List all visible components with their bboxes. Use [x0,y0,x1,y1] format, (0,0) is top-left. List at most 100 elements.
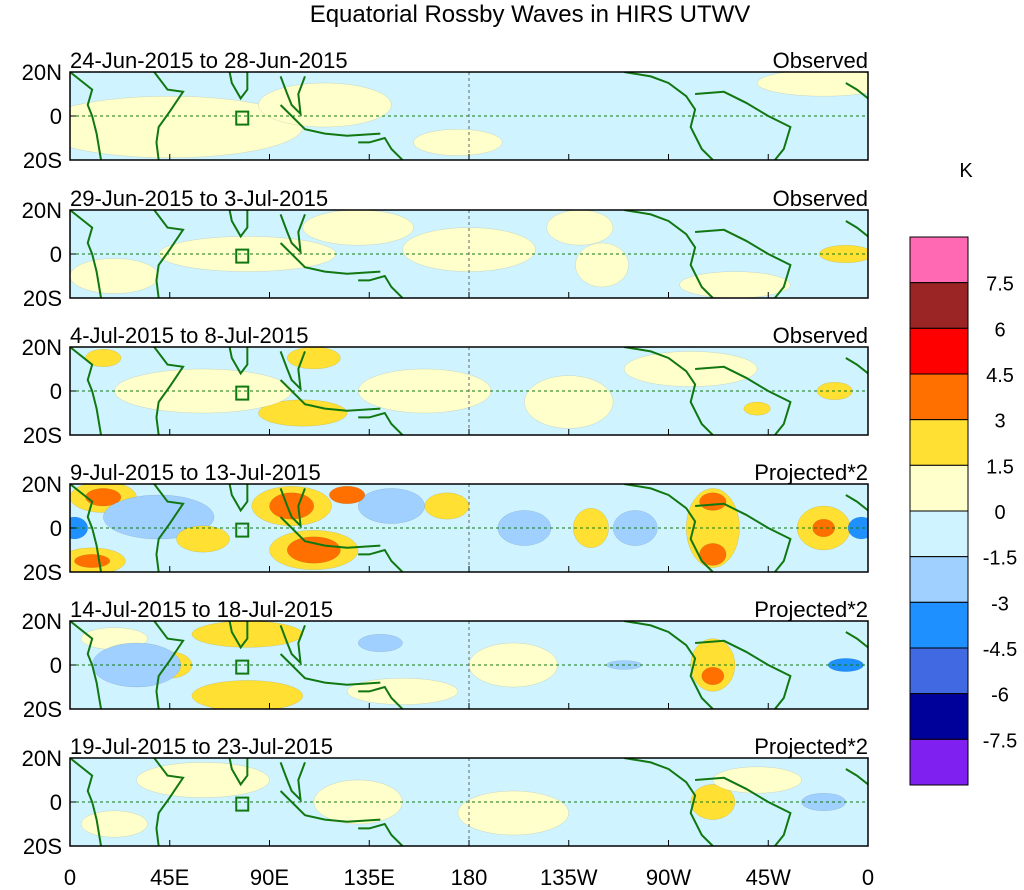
coastline [279,214,306,255]
coastline [279,104,381,137]
coastline [624,621,714,709]
y-tick-label: 0 [50,516,62,541]
coastline [624,484,714,572]
x-tick-label: 90W [646,865,691,890]
panel-date-range: 19-Jul-2015 to 23-Jul-2015 [70,734,333,759]
colorbar-label: -3 [991,593,1009,615]
colorbar-label: 6 [994,319,1005,341]
coastline [279,488,306,529]
y-tick-label: 20N [22,60,62,85]
coastline [153,758,185,846]
anomaly-contour [424,492,470,520]
panel-date-range: 9-Jul-2015 to 13-Jul-2015 [70,460,321,485]
x-tick-label: 135W [540,865,598,890]
anomaly-contour [572,507,609,549]
panel-content [70,621,868,709]
anomaly-contour [701,666,725,686]
coastline [70,484,103,572]
colorbar-swatch [909,510,969,558]
colorbar-label: -4.5 [983,639,1017,661]
region-box [235,248,250,264]
coastline [845,494,868,512]
coastline [845,82,868,100]
coastline [358,685,404,709]
y-tick-label: 20N [22,746,62,771]
anomaly-contour [269,492,315,520]
coastline [279,653,381,686]
colorbar-label: 3 [994,411,1005,433]
anomaly-contour [85,348,122,368]
coastline [153,210,185,298]
panel-type-label: Observed [773,186,868,211]
y-tick-label: 20S [23,286,62,311]
coastline [228,484,249,513]
anomaly-contour [329,485,366,505]
anomaly-contour [699,492,727,511]
coastline [70,621,103,709]
panel-content [70,347,868,435]
colorbar-swatch [909,601,969,649]
anomaly-contour [712,766,802,794]
map-panel: 24-Jun-2015 to 28-Jun-2015 Observed 20N 0 20… [22,48,869,173]
colorbar-swatch [909,464,969,512]
anomaly-contour [258,82,392,128]
y-tick-label: 0 [50,790,62,815]
panel-date-range: 4-Jul-2015 to 8-Jul-2015 [70,323,308,348]
anomaly-contour [623,351,758,387]
colorbar-swatch [909,327,969,375]
anomaly-contour [302,210,414,246]
coastline [624,72,714,160]
anomaly-contour [818,244,868,264]
colorbar: 7.5 6 4.5 3 1.5 0 -1.5 -3 -4.5 -6 -7.5 [909,236,1017,786]
x-tick-label: 90E [250,865,289,890]
colorbar-swatch [909,236,969,284]
y-tick-label: 20S [23,423,62,448]
colorbar-swatch [909,373,969,421]
x-tick-label: 180 [451,865,488,890]
panel-type-label: Observed [773,323,868,348]
region-box [235,796,250,812]
colorbar-label: 1.5 [986,456,1014,478]
coastline [624,347,714,435]
region-box [235,522,250,538]
coastline [228,72,249,101]
anomaly-contour [575,242,629,288]
panel-type-label: Projected*2 [754,597,868,622]
x-tick-label: 45E [150,865,189,890]
anomaly-contour [258,399,348,427]
region-box [235,385,250,401]
anomaly-contour [286,347,341,370]
anomaly-contour [546,210,614,246]
coastline [845,631,868,649]
coastline [845,220,868,238]
coastline [228,758,249,787]
coastline [228,210,249,239]
y-tick-label: 20S [23,834,62,859]
y-tick-label: 20N [22,335,62,360]
panel-type-label: Projected*2 [754,734,868,759]
panel-content [70,210,868,298]
anomaly-contour [357,633,403,653]
anomaly-contour [497,510,552,546]
coastline [624,758,714,846]
panel-type-label: Projected*2 [754,460,868,485]
coastline [153,72,185,160]
panel-content [70,484,868,572]
coastline [358,274,404,298]
panel-type-label: Observed [773,48,868,73]
colorbar-swatch [909,693,969,740]
coastline [845,357,868,375]
colorbar-swatch [909,738,969,786]
coastline [279,76,306,117]
map-panel: 4-Jul-2015 to 8-Jul-2015 Observed 20N 0 20S [22,323,869,448]
panel-date-range: 14-Jul-2015 to 18-Jul-2015 [70,597,333,622]
map-panel: 9-Jul-2015 to 13-Jul-2015 Projected*2 20N 0… [22,460,869,585]
x-tick-label: 0 [862,865,874,890]
anomaly-contour [413,128,503,156]
coastline [279,790,381,823]
panel-date-range: 24-Jun-2015 to 28-Jun-2015 [70,48,348,73]
panel-date-range: 29-Jun-2015 to 3-Jul-2015 [70,186,328,211]
y-tick-label: 20S [23,148,62,173]
colorbar-label: -6 [991,685,1009,707]
